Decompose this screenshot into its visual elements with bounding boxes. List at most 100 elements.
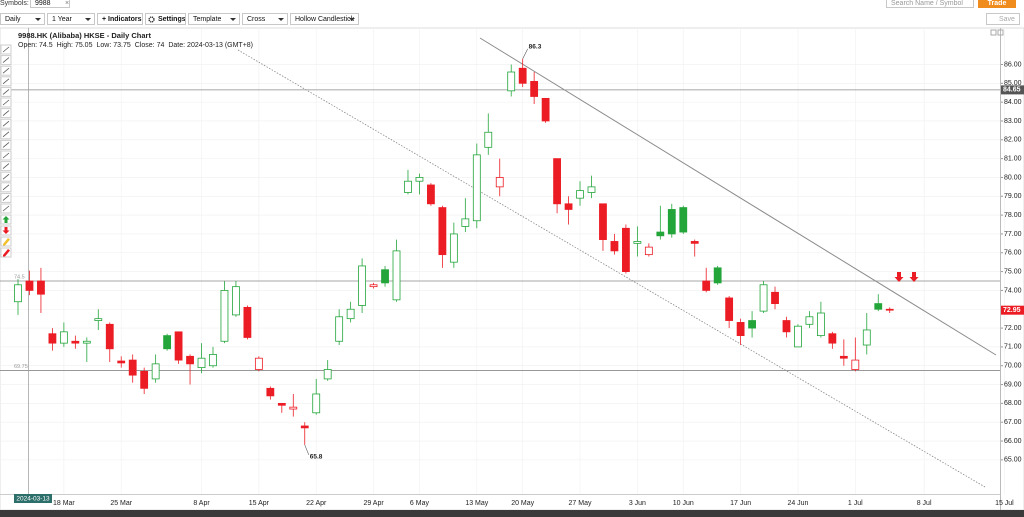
panel-icon[interactable] — [997, 29, 1004, 36]
candle-body — [312, 393, 321, 414]
candle-body — [117, 360, 126, 364]
high-leader — [522, 48, 528, 59]
save-button[interactable]: Save — [986, 13, 1020, 25]
candle-body — [449, 233, 458, 263]
candle-body — [220, 290, 229, 342]
ohlc-info: Open: 74.5 High: 75.05 Low: 73.75 Close: 74… — [18, 42, 253, 49]
symbol-text: 9988 — [35, 0, 51, 7]
tool-icon — [2, 173, 10, 180]
tool-icon — [2, 216, 10, 223]
crosshair-date-box — [14, 494, 52, 503]
candle-body — [518, 67, 527, 84]
style-select[interactable]: Hollow Candlestick — [290, 13, 359, 25]
crosshair-date: 2024-03-13 — [16, 496, 50, 503]
clear-symbol[interactable]: × — [65, 0, 70, 7]
candle-body — [599, 203, 607, 240]
candle-body — [725, 297, 734, 321]
x-tick-label: 15 Apr — [249, 500, 270, 507]
footer-bar — [0, 510, 1024, 517]
candle-body — [885, 308, 894, 311]
y-tick-label: 76.00 — [1004, 250, 1022, 257]
info-value: 73.75 — [113, 42, 131, 49]
chart-title: 9988.HK (Alibaba) HKSE - Daily Chart — [18, 31, 151, 40]
y-tick-label: 79.00 — [1004, 193, 1022, 200]
tool-icon — [3, 249, 10, 257]
candle-body — [243, 306, 252, 338]
trade-button[interactable]: Trade — [978, 0, 1016, 8]
candle-body — [404, 180, 412, 193]
candle-body — [851, 359, 860, 370]
candle-body — [48, 333, 57, 344]
y-tick-label: 81.00 — [1004, 155, 1022, 162]
x-tick-label: 3 Jun — [629, 500, 646, 507]
y-tick-label: 82.00 — [1004, 137, 1022, 144]
x-tick-label: 24 Jun — [787, 500, 808, 507]
candle-body — [679, 207, 688, 233]
tool-icon — [2, 78, 10, 85]
settings-button[interactable]: Settings — [145, 13, 186, 25]
cursor-select[interactable]: Cross — [242, 13, 288, 25]
info-value: 75.05 — [75, 42, 93, 49]
candle-body — [346, 308, 355, 320]
candle-body — [254, 357, 263, 370]
plot — [14, 48, 894, 455]
candle-body — [817, 312, 825, 337]
x-tick-label: 27 May — [569, 500, 592, 507]
candle-body — [71, 340, 80, 344]
range-select[interactable]: 1 Year — [47, 13, 95, 25]
y-tick-label: 67.00 — [1004, 419, 1022, 426]
chart-panel — [0, 27, 1024, 511]
candle-body — [530, 81, 539, 97]
y-tick-label: 72.00 — [1004, 325, 1022, 332]
candle-body — [759, 284, 768, 312]
symbol-input[interactable]: 9988 — [30, 0, 70, 8]
arrow-marker — [894, 272, 904, 282]
x-tick-label: 10 Jun — [673, 500, 694, 507]
candle-body — [427, 184, 435, 205]
candle-body — [14, 284, 22, 303]
x-tick-label: 8 Jul — [917, 500, 932, 507]
y-tick-label: 85.00 — [1004, 80, 1022, 87]
price-level-label: 69.75 — [14, 364, 28, 370]
y-tick-label: 84.00 — [1004, 99, 1022, 106]
candle-body — [232, 286, 240, 316]
candle-body — [335, 316, 344, 342]
y-tick-label: 71.00 — [1004, 344, 1022, 351]
y-tick-label: 69.00 — [1004, 381, 1022, 388]
info-label: High: — [57, 42, 73, 49]
x-tick-label: 15 Jul — [995, 500, 1014, 507]
tool-icon — [2, 163, 10, 169]
tool-icon — [2, 120, 10, 127]
y-tick-label: 66.00 — [1004, 438, 1022, 445]
candle-body — [323, 369, 332, 380]
candle-body — [163, 335, 172, 350]
candle-body — [656, 231, 665, 237]
candle-body — [874, 303, 883, 310]
candle-body — [128, 359, 137, 376]
x-tick-label: 25 Mar — [110, 500, 132, 507]
indicators-button[interactable]: + Indicators — [97, 13, 143, 25]
search-input[interactable]: Search Name / Symbol — [886, 0, 974, 8]
template-select[interactable]: Template — [188, 13, 240, 25]
interval-select[interactable]: Daily — [0, 13, 45, 25]
trend-channel-line — [237, 49, 986, 488]
panel-icon[interactable] — [990, 29, 997, 36]
info-label: Low: — [96, 42, 111, 49]
tool-icon — [2, 110, 10, 116]
x-tick-label: 29 Apr — [363, 500, 384, 507]
candle-body — [415, 177, 424, 182]
tool-icon — [2, 46, 10, 53]
y-tick-label: 70.00 — [1004, 363, 1022, 370]
candle-body — [105, 323, 114, 350]
tool-icon — [2, 89, 10, 95]
y-tick-label: 86.00 — [1004, 61, 1022, 68]
drawing-toolbar — [0, 44, 12, 258]
tool-icon — [2, 142, 10, 148]
candle-body — [209, 354, 217, 367]
candle-body — [197, 357, 206, 369]
tool-icon — [2, 67, 10, 74]
candle-body — [438, 207, 447, 256]
tool-icon — [2, 184, 10, 191]
candle-body — [59, 331, 68, 344]
